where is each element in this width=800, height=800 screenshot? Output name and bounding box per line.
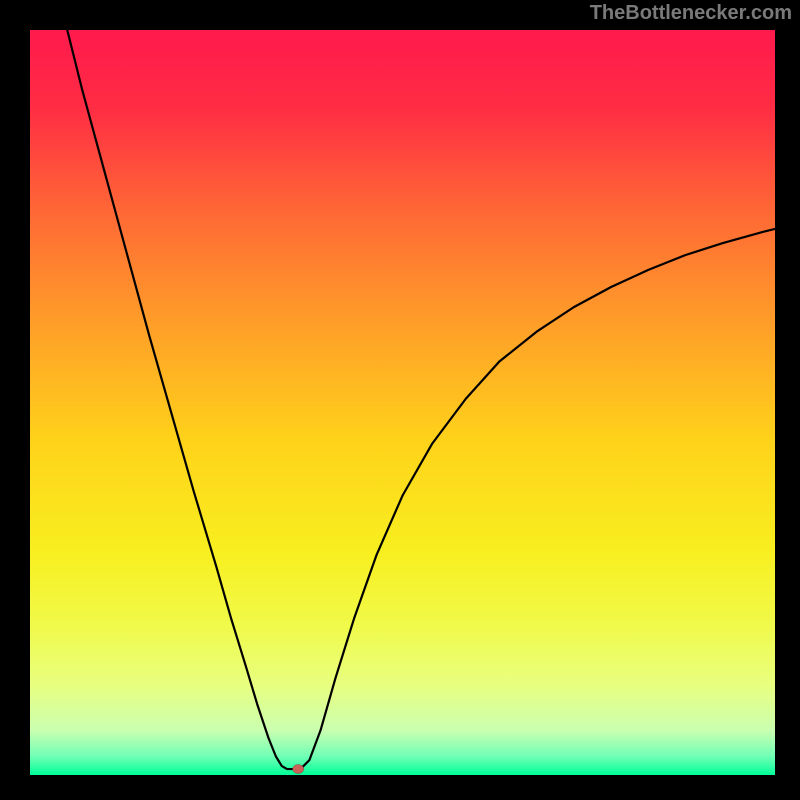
plot-background (30, 30, 775, 775)
optimal-point-marker (293, 765, 304, 774)
chart-svg (30, 30, 775, 775)
plot-area (30, 30, 775, 775)
watermark-text: TheBottlenecker.com (590, 2, 792, 25)
